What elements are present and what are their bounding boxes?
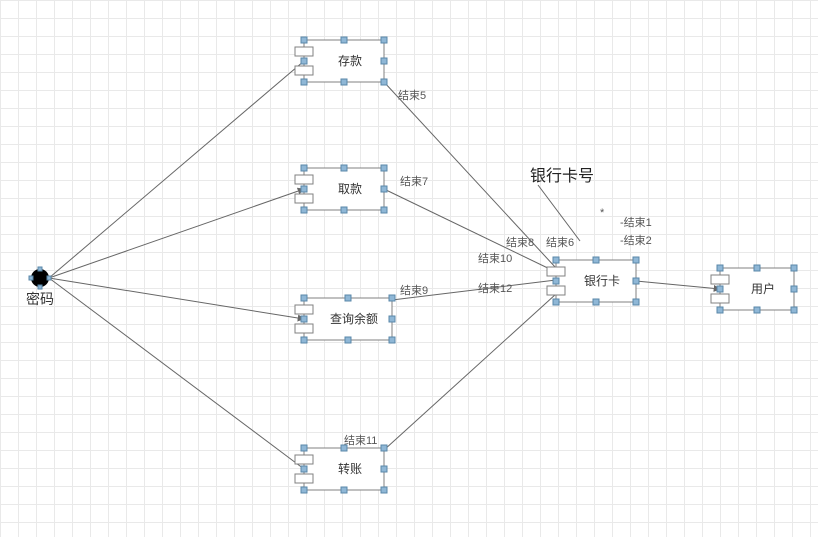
selection-handle[interactable]	[341, 207, 347, 213]
selection-handle[interactable]	[29, 276, 33, 280]
actor-password[interactable]: 密码	[26, 267, 54, 307]
selection-handle[interactable]	[593, 257, 599, 263]
selection-handle[interactable]	[381, 79, 387, 85]
selection-handle[interactable]	[341, 487, 347, 493]
selection-handle[interactable]	[791, 286, 797, 292]
selection-handle[interactable]	[301, 186, 307, 192]
selection-handle[interactable]	[381, 37, 387, 43]
annotation-card-number: 银行卡号	[530, 167, 594, 185]
actor-icon	[31, 269, 49, 287]
selection-handle[interactable]	[381, 58, 387, 64]
component-withdraw[interactable]: 取款	[295, 165, 387, 213]
selection-handle[interactable]	[717, 307, 723, 313]
edge-card-user[interactable]	[636, 281, 720, 289]
selection-handle[interactable]	[301, 37, 307, 43]
selection-handle[interactable]	[341, 79, 347, 85]
selection-handle[interactable]	[389, 337, 395, 343]
selection-handle[interactable]	[593, 299, 599, 305]
floating-label-5: -结束2	[620, 234, 652, 247]
edge-withdraw-card[interactable]	[384, 189, 556, 272]
floating-label-3: 结束6	[546, 236, 574, 249]
component-card[interactable]: 银行卡	[547, 257, 639, 305]
component-label-withdraw: 取款	[338, 182, 362, 196]
selection-handle[interactable]	[381, 487, 387, 493]
selection-handle[interactable]	[553, 278, 559, 284]
component-deposit[interactable]: 存款	[295, 37, 387, 85]
edge-label-withdraw-card: 结束7	[400, 175, 428, 188]
edge-password-withdraw[interactable]	[49, 189, 304, 278]
component-label-user: 用户	[751, 281, 775, 296]
selection-handle[interactable]	[301, 316, 307, 322]
selection-handle[interactable]	[754, 265, 760, 271]
selection-handle[interactable]	[381, 466, 387, 472]
selection-handle[interactable]	[301, 165, 307, 171]
selection-handle[interactable]	[791, 307, 797, 313]
selection-handle[interactable]	[553, 257, 559, 263]
diagram-svg: 存款取款查询余额转账 银行卡用户密码 结束5 结束7 结束9 结束11 银行卡号结束8 结束…	[0, 0, 818, 537]
selection-handle[interactable]	[341, 37, 347, 43]
selection-handle[interactable]	[717, 286, 723, 292]
edge-label-balance-card: 结束9	[400, 284, 428, 297]
floating-label-0: 结束8	[506, 236, 534, 249]
selection-handle[interactable]	[345, 337, 351, 343]
floating-label-4: -结束1	[620, 216, 652, 229]
floating-label-6: *	[600, 207, 605, 219]
selection-handle[interactable]	[301, 445, 307, 451]
selection-handle[interactable]	[754, 307, 760, 313]
edge-password-transfer[interactable]	[49, 278, 304, 469]
selection-handle[interactable]	[301, 295, 307, 301]
floating-label-2: 结束12	[478, 282, 512, 295]
component-label-transfer: 转账	[338, 461, 362, 476]
selection-handle[interactable]	[301, 58, 307, 64]
actor-label: 密码	[26, 291, 54, 307]
selection-handle[interactable]	[633, 278, 639, 284]
component-transfer[interactable]: 转账	[295, 445, 387, 493]
selection-handle[interactable]	[301, 487, 307, 493]
edge-password-deposit[interactable]	[49, 61, 304, 278]
edge-label-deposit-card: 结束5	[398, 89, 426, 102]
annotation-pointer	[538, 185, 580, 241]
selection-handle[interactable]	[38, 285, 42, 289]
selection-handle[interactable]	[38, 267, 42, 271]
diagram-canvas: 存款取款查询余额转账 银行卡用户密码 结束5 结束7 结束9 结束11 银行卡号结束8 结束…	[0, 0, 818, 537]
selection-handle[interactable]	[301, 79, 307, 85]
selection-handle[interactable]	[791, 265, 797, 271]
component-user[interactable]: 用户	[711, 265, 797, 313]
selection-handle[interactable]	[341, 165, 347, 171]
selection-handle[interactable]	[381, 445, 387, 451]
selection-handle[interactable]	[717, 265, 723, 271]
selection-handle[interactable]	[389, 316, 395, 322]
selection-handle[interactable]	[633, 299, 639, 305]
selection-handle[interactable]	[553, 299, 559, 305]
selection-handle[interactable]	[381, 186, 387, 192]
component-label-balance: 查询余额	[330, 311, 378, 326]
selection-handle[interactable]	[301, 207, 307, 213]
edge-transfer-card[interactable]	[384, 294, 556, 450]
component-label-deposit: 存款	[338, 54, 362, 68]
selection-handle[interactable]	[381, 207, 387, 213]
selection-handle[interactable]	[345, 295, 351, 301]
edge-label-transfer-card: 结束11	[344, 434, 377, 447]
component-label-card: 银行卡	[584, 274, 620, 288]
edge-password-balance[interactable]	[49, 278, 304, 319]
selection-handle[interactable]	[381, 165, 387, 171]
selection-handle[interactable]	[301, 337, 307, 343]
selection-handle[interactable]	[633, 257, 639, 263]
floating-label-1: 结束10	[478, 252, 512, 265]
selection-handle[interactable]	[47, 276, 51, 280]
selection-handle[interactable]	[389, 295, 395, 301]
selection-handle[interactable]	[301, 466, 307, 472]
component-balance[interactable]: 查询余额	[295, 295, 395, 343]
